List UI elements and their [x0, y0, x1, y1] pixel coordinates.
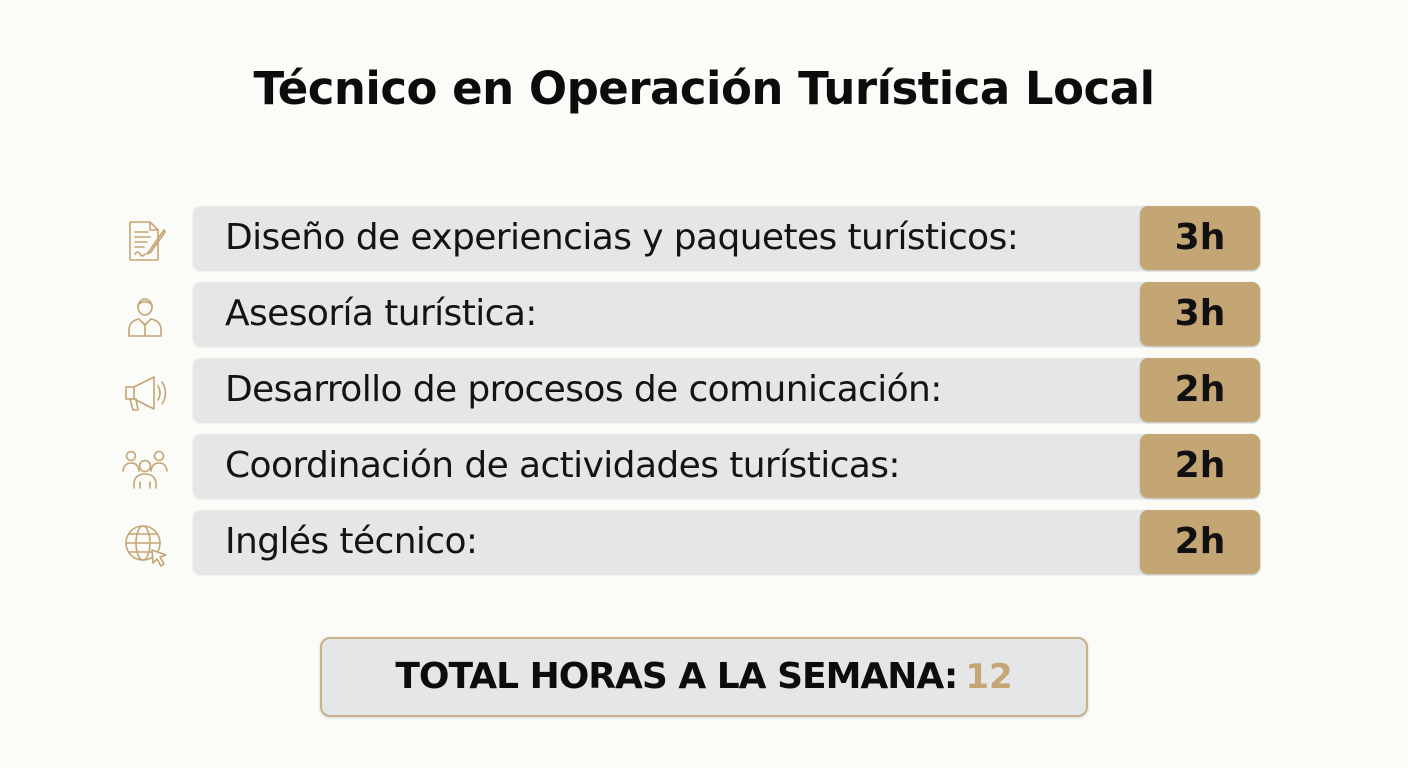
subject-row: Inglés técnico: 2h [116, 510, 1262, 576]
subject-row: Desarrollo de procesos de comunicación: … [116, 358, 1262, 424]
advisor-person-icon [120, 292, 170, 342]
megaphone-icon [120, 368, 170, 418]
document-pen-icon [120, 216, 170, 266]
subject-list: Diseño de experiencias y paquetes turíst… [116, 206, 1262, 586]
subject-bar: Diseño de experiencias y paquetes turíst… [193, 206, 1260, 270]
subject-label: Coordinación de actividades turísticas: [225, 445, 901, 486]
hours-badge: 3h [1140, 206, 1260, 270]
group-people-icon [120, 444, 170, 494]
total-hours-box: TOTAL HORAS A LA SEMANA: 12 [320, 637, 1088, 717]
total-hours-value: 12 [965, 657, 1013, 697]
hours-badge: 2h [1140, 358, 1260, 422]
subject-label: Desarrollo de procesos de comunicación: [225, 369, 942, 410]
page-title: Técnico en Operación Turística Local [253, 62, 1155, 115]
subject-row: Diseño de experiencias y paquetes turíst… [116, 206, 1262, 272]
subject-row: Coordinación de actividades turísticas: … [116, 434, 1262, 500]
subject-bar: Inglés técnico: 2h [193, 510, 1260, 574]
subject-bar: Asesoría turística: 3h [193, 282, 1260, 346]
hours-badge: 2h [1140, 434, 1260, 498]
hours-badge: 3h [1140, 282, 1260, 346]
globe-cursor-icon [120, 520, 170, 570]
total-hours-label: TOTAL HORAS A LA SEMANA: [395, 656, 958, 697]
subject-label: Inglés técnico: [225, 521, 478, 562]
subject-bar: Coordinación de actividades turísticas: … [193, 434, 1260, 498]
subject-bar: Desarrollo de procesos de comunicación: … [193, 358, 1260, 422]
subject-label: Asesoría turística: [225, 293, 537, 334]
hours-badge: 2h [1140, 510, 1260, 574]
subject-row: Asesoría turística: 3h [116, 282, 1262, 348]
subject-label: Diseño de experiencias y paquetes turíst… [225, 217, 1019, 258]
